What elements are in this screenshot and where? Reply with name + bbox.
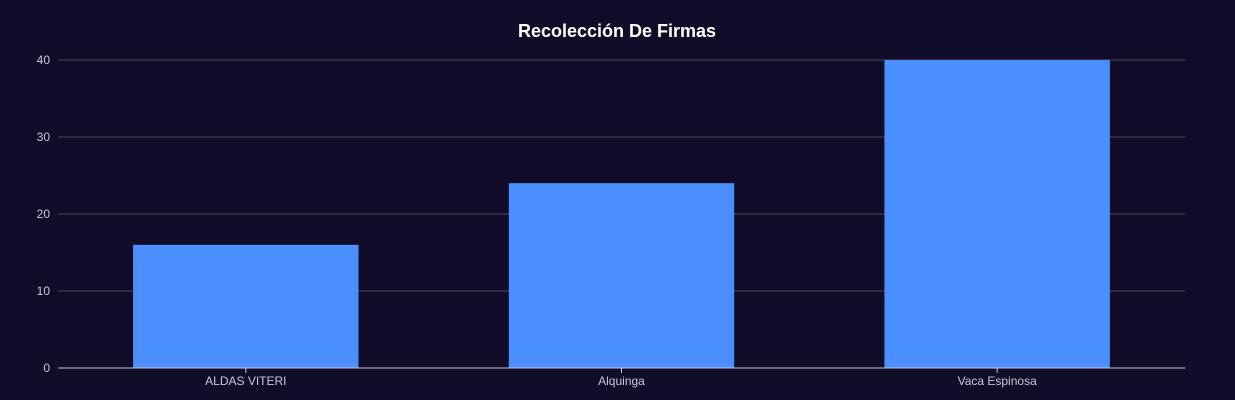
bars xyxy=(133,60,1110,368)
y-tick-label: 10 xyxy=(37,284,51,298)
y-tick-label: 40 xyxy=(37,53,51,67)
x-tick-label: ALDAS VITERI xyxy=(205,374,286,388)
bar xyxy=(133,244,359,368)
bar xyxy=(508,183,735,368)
x-tick-label: Vaca Espinosa xyxy=(958,374,1037,388)
x-axis-ticks: ALDAS VITERI Alquinga Vaca Espinosa xyxy=(205,368,1037,388)
bar xyxy=(884,60,1110,368)
y-tick-label: 20 xyxy=(37,207,51,221)
y-tick-label: 30 xyxy=(37,130,51,144)
y-axis-ticks: 0 10 20 30 40 xyxy=(37,53,51,375)
x-tick-label: Alquinga xyxy=(598,374,645,388)
chart-title: Recolección De Firmas xyxy=(518,21,716,41)
y-tick-label: 0 xyxy=(43,361,50,375)
